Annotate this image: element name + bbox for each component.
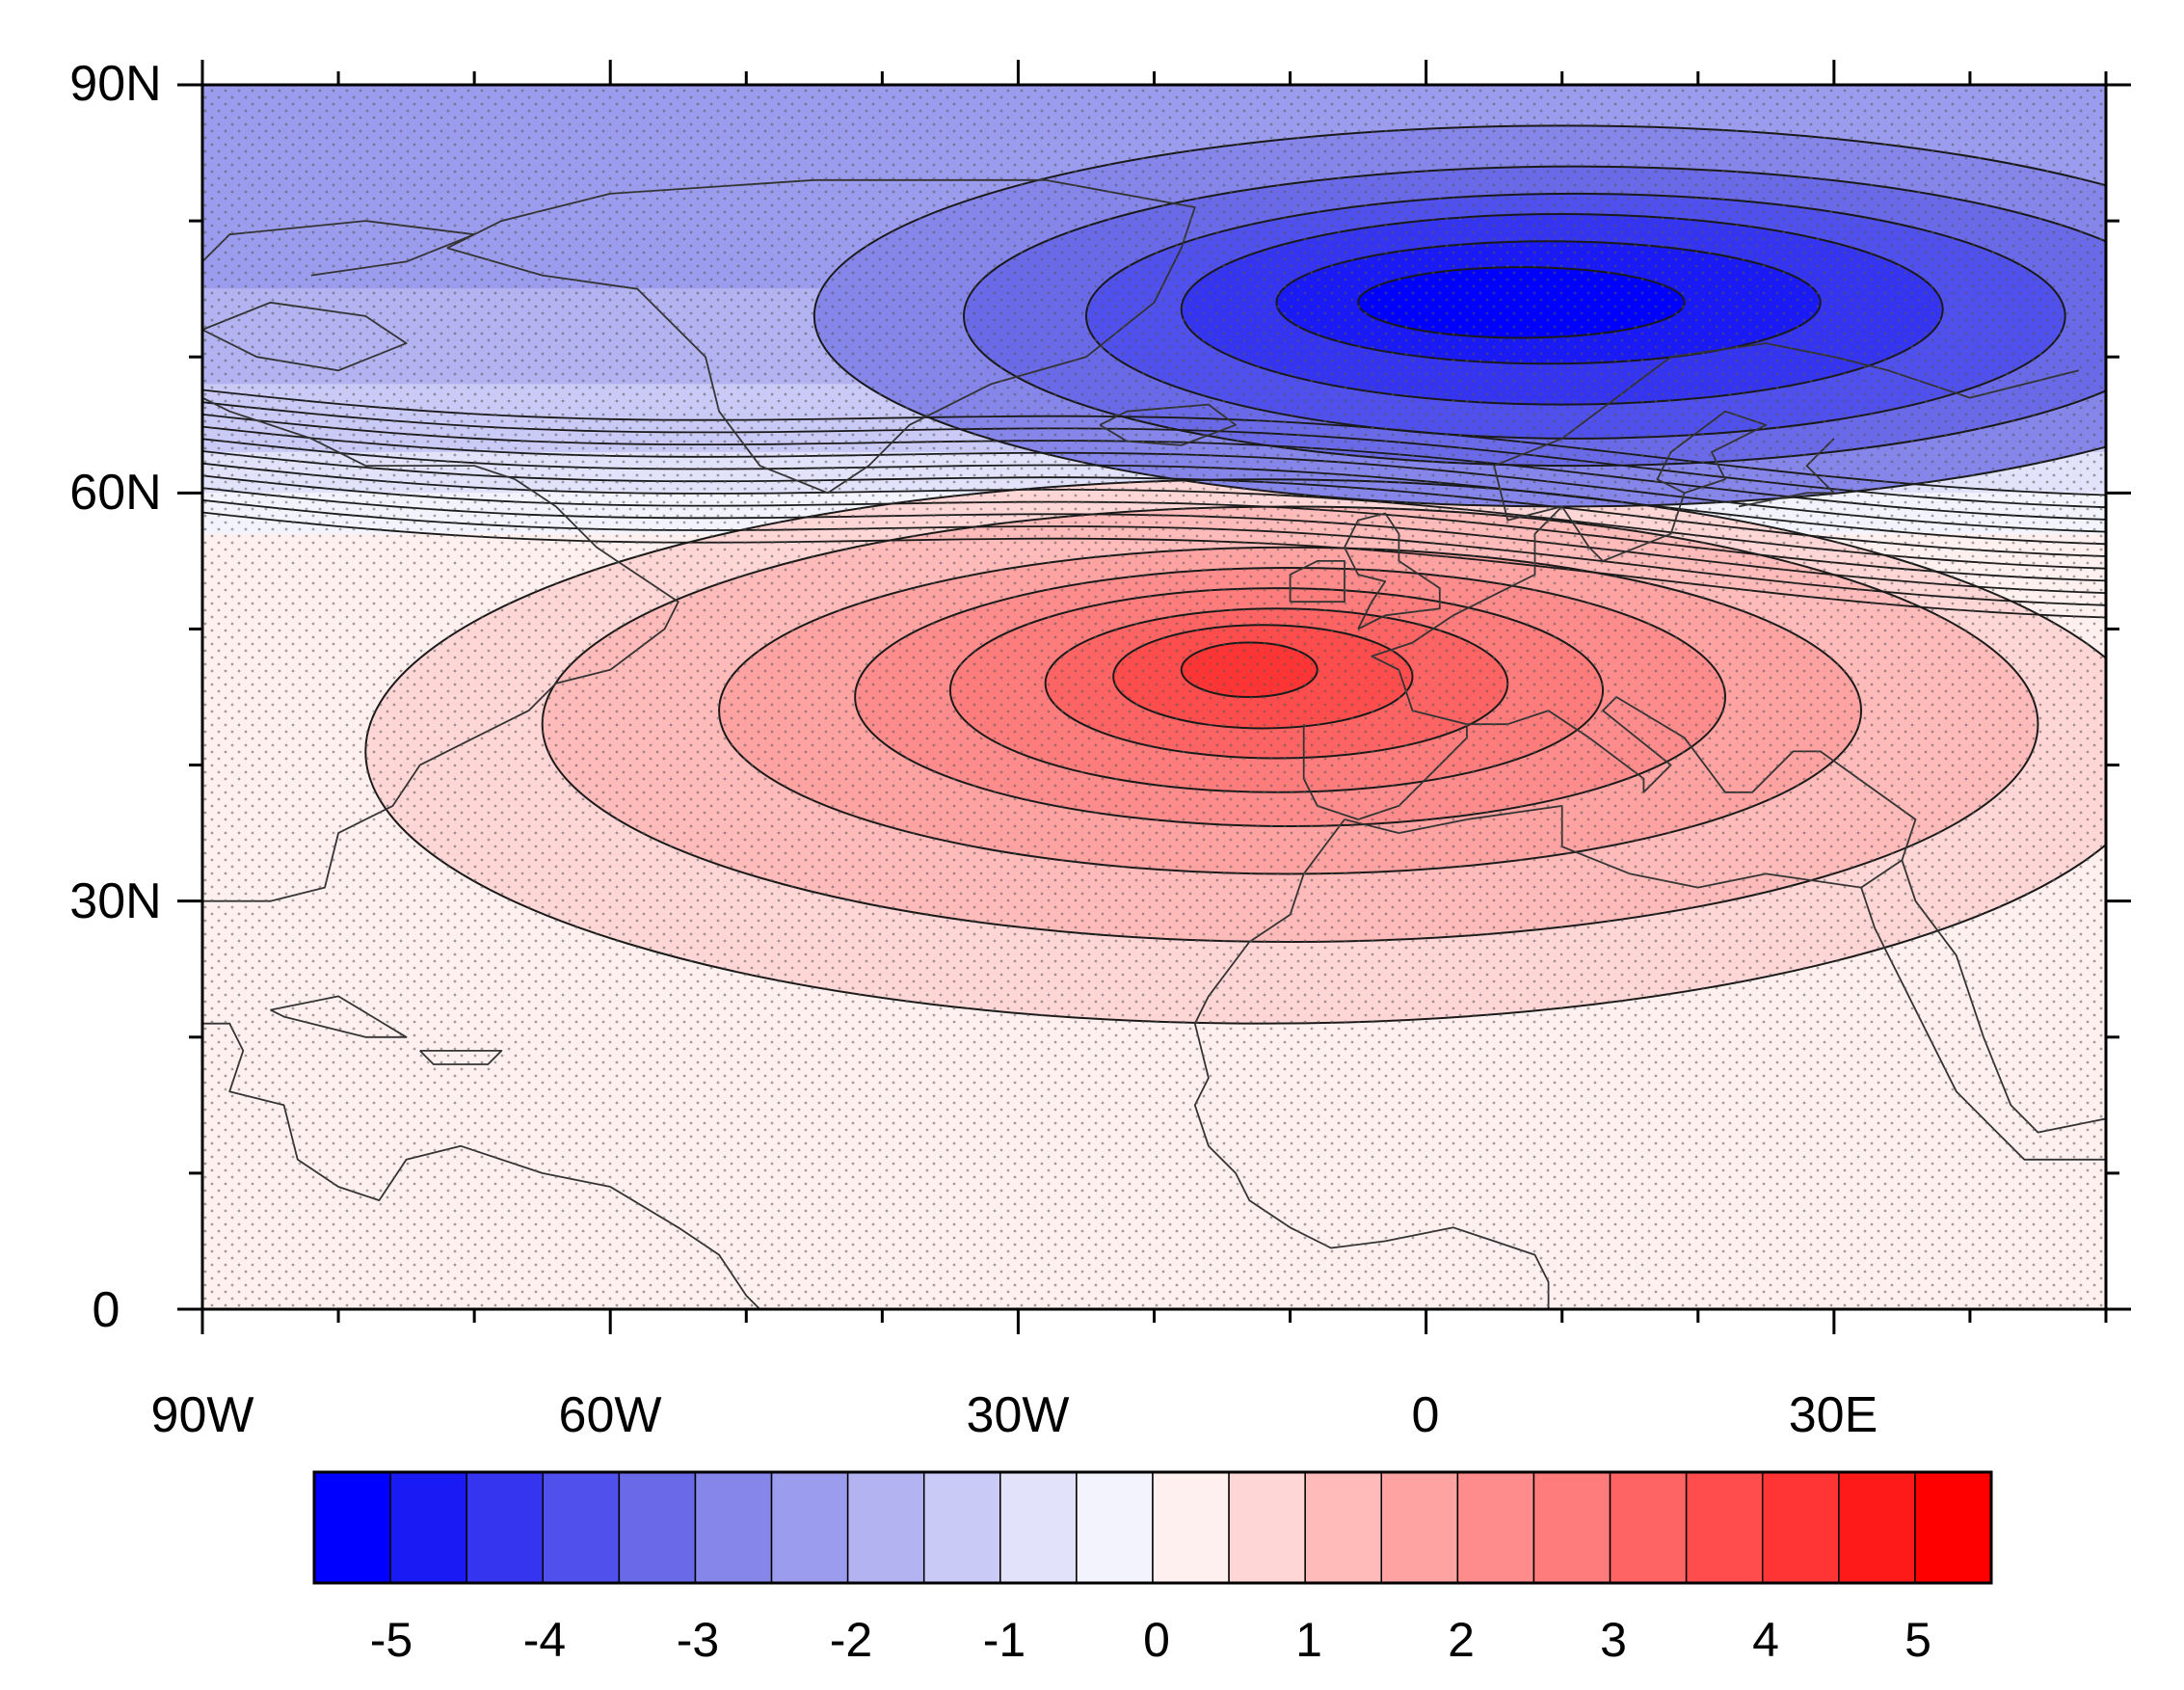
map-plot-area <box>202 85 2106 1309</box>
colorbar-swatch <box>1076 1471 1154 1584</box>
lon-label-0: 0 <box>1412 1387 1440 1443</box>
lon-label-90w: 90W <box>151 1387 254 1443</box>
lat-label-90n: 90N <box>69 56 161 112</box>
colorbar-swatch <box>1456 1471 1535 1584</box>
colorbar-swatch <box>1838 1471 1916 1584</box>
colorbar-label: -3 <box>677 1613 719 1667</box>
colorbar-label: 1 <box>1295 1613 1322 1667</box>
lon-label-60w: 60W <box>559 1387 662 1443</box>
colorbar-label: -4 <box>523 1613 566 1667</box>
colorbar-swatch <box>313 1471 391 1584</box>
axis-ticks <box>177 60 2131 1334</box>
lat-label-0: 0 <box>93 1282 120 1338</box>
colorbar-swatch <box>1152 1471 1230 1584</box>
colorbar-swatch <box>618 1471 697 1584</box>
colorbar-swatch <box>770 1471 849 1584</box>
colorbar-label: 5 <box>1904 1613 1931 1667</box>
colorbar-swatch <box>694 1471 773 1584</box>
colorbar-labels: -5 -4 -3 -2 -1 0 1 2 3 4 5 <box>370 1613 1931 1667</box>
colorbar-swatch <box>389 1471 467 1584</box>
colorbar-swatch <box>1914 1471 1992 1584</box>
colorbar-label: 3 <box>1600 1613 1627 1667</box>
colorbar-frame <box>312 1470 1993 1585</box>
colorbar-label: 2 <box>1448 1613 1475 1667</box>
lon-label-30e: 30E <box>1789 1387 1878 1443</box>
colorbar-label: -2 <box>830 1613 872 1667</box>
colorbar-swatch <box>1380 1471 1459 1584</box>
colorbar-swatch <box>1532 1471 1611 1584</box>
lon-label-30w: 30W <box>967 1387 1070 1443</box>
colorbar-swatch <box>1685 1471 1764 1584</box>
colorbar-swatch <box>1609 1471 1688 1584</box>
colorbar-label: -1 <box>983 1613 1025 1667</box>
colorbar-swatch <box>1304 1471 1383 1584</box>
colorbar-label: -5 <box>370 1613 413 1667</box>
colorbar-swatch <box>846 1471 925 1584</box>
colorbar-swatch <box>1761 1471 1840 1584</box>
stippling-overlay <box>202 85 2106 1309</box>
colorbar-label: 0 <box>1143 1613 1170 1667</box>
colorbar-swatch <box>922 1471 1001 1584</box>
colorbar-swatch <box>542 1471 621 1584</box>
lat-label-60n: 60N <box>69 465 161 521</box>
colorbar-swatch <box>466 1471 545 1584</box>
colorbar-swatch <box>1228 1471 1306 1584</box>
colorbar-label: 4 <box>1752 1613 1779 1667</box>
colorbar <box>312 1470 1993 1585</box>
colorbar-swatch <box>999 1471 1078 1584</box>
lat-label-30n: 30N <box>69 873 161 929</box>
